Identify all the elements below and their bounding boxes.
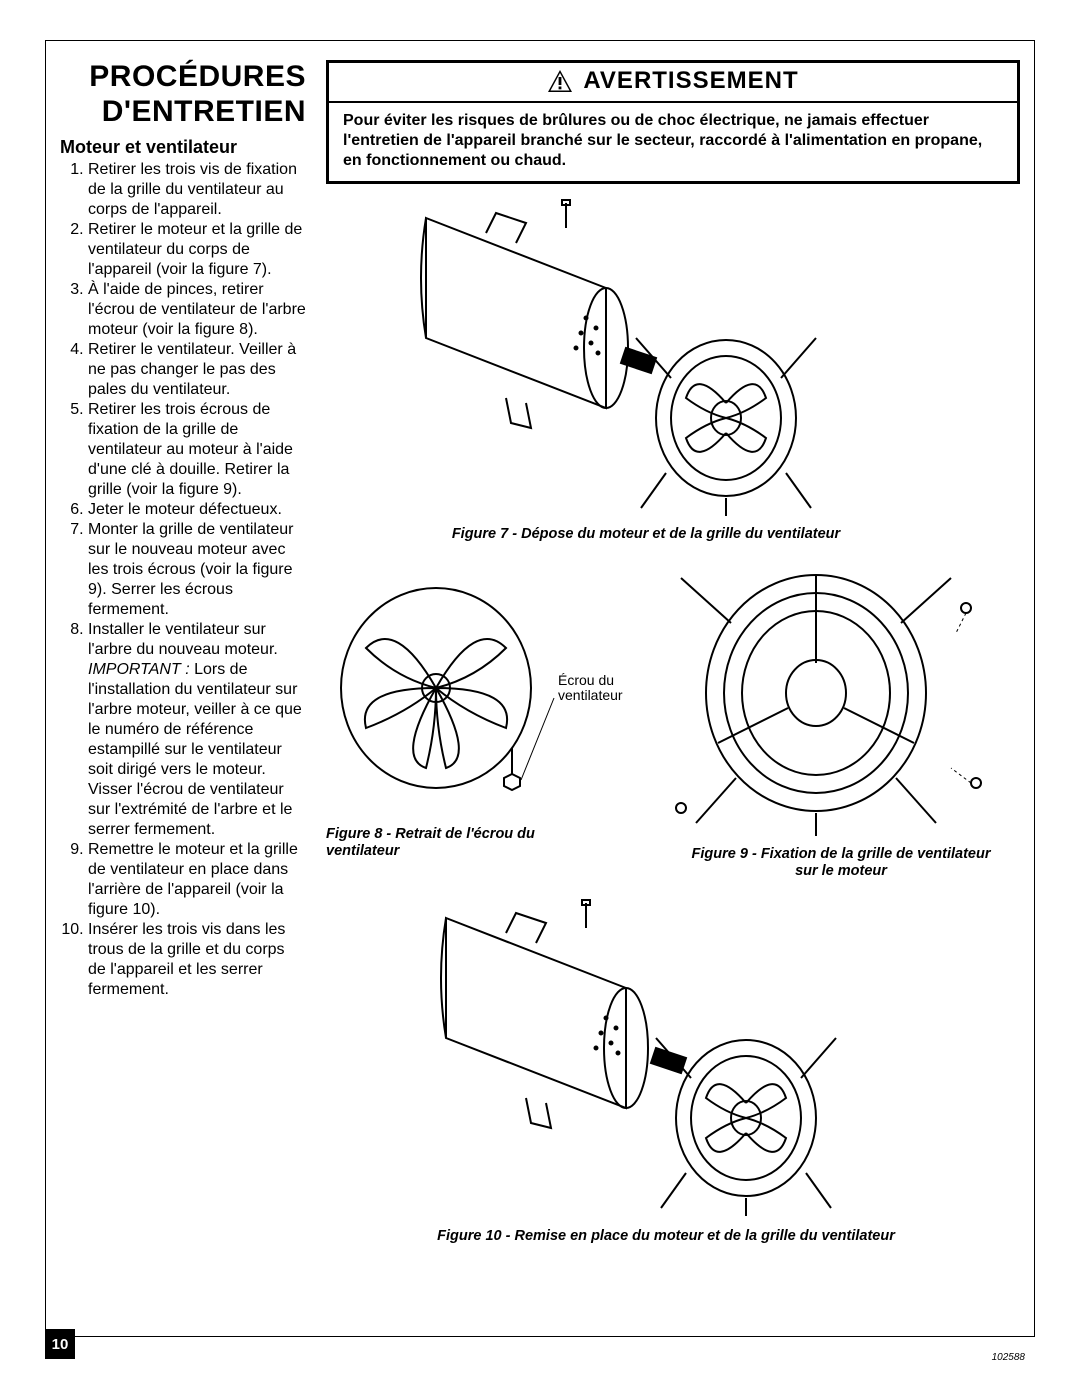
doc-id: 102588 [992, 1352, 1025, 1363]
figure-8-caption: Figure 8 - Retrait de l'écrou du ventila… [326, 826, 596, 861]
steps-list: Retirer les trois vis de fixation de la … [60, 160, 306, 1000]
step-item: Retirer le moteur et la grille de ventil… [88, 220, 306, 280]
right-column: AVERTISSEMENT Pour éviter les risques de… [326, 60, 1020, 1327]
step-item: Monter la grille de ventilateur sur le n… [88, 520, 306, 620]
step-item: Retirer les trois écrous de fixation de … [88, 400, 306, 500]
figures-area: Figure 7 - Dépose du moteur et de la gri… [326, 198, 1020, 1228]
figure-7-illustration [386, 198, 866, 518]
step-item: Jeter le moteur défectueux. [88, 500, 306, 520]
content-area: PROCÉDURES D'ENTRETIEN Moteur et ventila… [60, 60, 1020, 1327]
important-label: IMPORTANT : [88, 661, 190, 678]
figure-10-illustration [406, 898, 886, 1218]
section-heading: Moteur et ventilateur [60, 137, 306, 158]
step-item: Installer le ventilateur sur l'arbre du … [88, 620, 306, 840]
figure-9-illustration [666, 558, 996, 838]
warning-box: AVERTISSEMENT Pour éviter les risques de… [326, 60, 1020, 184]
figure-9-caption: Figure 9 - Fixation de la grille de vent… [686, 846, 996, 881]
manual-page: PROCÉDURES D'ENTRETIEN Moteur et ventila… [0, 0, 1080, 1397]
warning-text: Pour éviter les risques de brûlures ou d… [343, 111, 1003, 171]
page-title: PROCÉDURES D'ENTRETIEN [60, 60, 306, 129]
figure-8-annotation: Écrou du ventilateur [558, 673, 648, 704]
step-item: Remettre le moteur et la grille de venti… [88, 840, 306, 920]
important-note-text: Lors de l'installation du ventilateur su… [88, 661, 302, 838]
figure-8-illustration [326, 558, 586, 818]
warning-title: AVERTISSEMENT [583, 67, 798, 95]
step-item: À l'aide de pinces, retirer l'écrou de v… [88, 280, 306, 340]
figure-10-caption: Figure 10 - Remise en place du moteur et… [356, 1228, 976, 1245]
step-item: Retirer le ventilateur. Veiller à ne pas… [88, 340, 306, 400]
warning-icon [547, 69, 573, 93]
left-column: PROCÉDURES D'ENTRETIEN Moteur et ventila… [60, 60, 306, 1327]
figure-7-caption: Figure 7 - Dépose du moteur et de la gri… [366, 526, 926, 543]
warning-header: AVERTISSEMENT [329, 63, 1017, 103]
step-item: Insérer les trois vis dans les trous de … [88, 920, 306, 1000]
step-item: Retirer les trois vis de fixation de la … [88, 160, 306, 220]
page-number: 10 [45, 1329, 75, 1359]
step-text: Installer le ventilateur sur l'arbre du … [88, 621, 278, 658]
